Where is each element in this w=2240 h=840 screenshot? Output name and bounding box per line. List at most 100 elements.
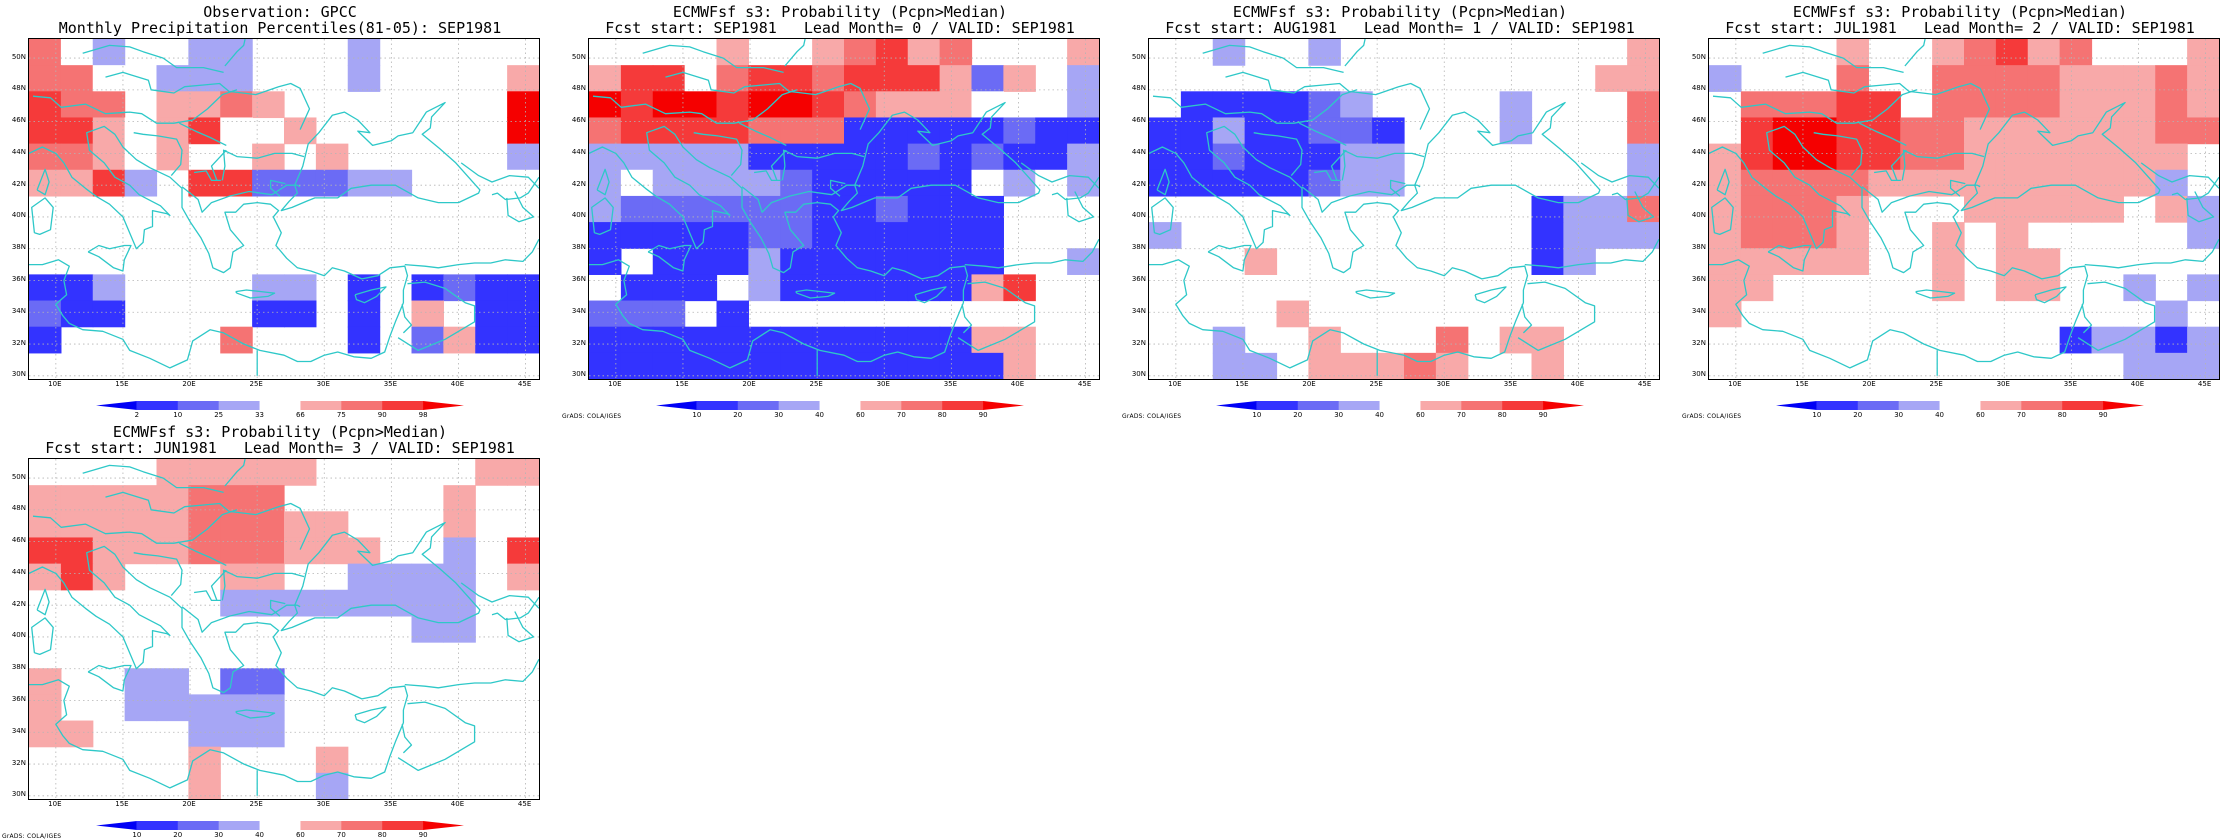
percentile-cell <box>29 511 62 539</box>
latitude-tick-label: 36N <box>1691 274 1706 283</box>
percentile-cell <box>748 274 781 302</box>
percentile-cell <box>156 459 189 486</box>
colorbar-segment <box>1816 401 1859 410</box>
percentile-cell <box>875 195 909 223</box>
percentile-cell <box>1836 91 1869 119</box>
latitude-tick-label: 30N <box>1691 370 1706 379</box>
percentile-cell <box>716 143 749 171</box>
coastline <box>2171 176 2219 201</box>
latitude-tick-label: 44N <box>11 147 26 156</box>
longitude-tick-label: 25E <box>1929 380 1943 388</box>
percentile-cell <box>1709 274 1742 302</box>
percentile-cell <box>939 195 973 223</box>
percentile-cell <box>507 326 539 354</box>
longitude-tick-label: 25E <box>249 380 263 388</box>
percentile-cell <box>812 39 845 66</box>
colorbar-segment <box>136 821 179 830</box>
colorbar-label: 90 <box>2098 411 2108 419</box>
percentile-cell <box>1595 222 1628 249</box>
percentile-cell <box>1308 352 1341 379</box>
percentile-cell <box>188 65 221 92</box>
coastline <box>914 286 947 304</box>
percentile-cell <box>2091 65 2124 92</box>
colorbar-label: 20 <box>1293 411 1303 419</box>
percentile-cell <box>156 65 189 92</box>
percentile-cell <box>507 563 539 591</box>
colorbar-segment <box>177 821 220 830</box>
coastline <box>1861 184 1978 213</box>
latitude-tick-label: 34N <box>571 306 586 315</box>
percentile-cell <box>124 143 158 171</box>
latitude-tick-label: 50N <box>11 472 26 481</box>
percentile-cell <box>1595 195 1628 223</box>
percentile-cell <box>2155 195 2188 223</box>
percentile-cell <box>2155 91 2188 119</box>
percentile-cell <box>971 352 1004 379</box>
percentile-cell <box>1067 143 1099 171</box>
coastline <box>1299 122 1347 146</box>
coastline <box>1767 244 1812 272</box>
coastline <box>297 184 301 188</box>
panel-subtitle: Fcst start: AUG1981 Lead Month= 1 / VALI… <box>1165 19 1635 37</box>
colorbar-segment <box>136 401 179 410</box>
colorbar-label: 70 <box>1456 411 1466 419</box>
percentile-cell <box>971 274 1004 302</box>
latitude-tick-label: 48N <box>1131 84 1146 93</box>
longitude-tick-label: 10E <box>1728 380 1742 388</box>
longitude-tick-label: 35E <box>943 380 958 388</box>
coastline <box>105 71 311 130</box>
latitude-tick-label: 38N <box>1691 243 1706 252</box>
percentile-cell <box>684 248 718 275</box>
latitude-tick-label: 46N <box>11 116 26 125</box>
percentile-cell <box>844 65 877 92</box>
colorbar-segment <box>218 401 261 410</box>
latitude-tick-label: 36N <box>1131 274 1146 283</box>
colorbar-label: 60 <box>855 411 865 419</box>
colorbar-segment <box>423 401 464 410</box>
colorbar-label: 80 <box>1497 411 1507 419</box>
colorbar <box>1216 401 1584 410</box>
map-frame <box>1148 38 1660 380</box>
percentile-cell <box>2187 65 2219 92</box>
percentile-cell <box>2123 169 2156 197</box>
coastline <box>82 464 224 494</box>
colorbar-segment <box>1980 401 2022 410</box>
percentile-cell <box>188 39 221 66</box>
percentile-cell <box>1180 169 1214 197</box>
latitude-tick-label: 42N <box>1131 179 1146 188</box>
coastline <box>1341 149 1425 181</box>
map-panel-1: Observation: GPCC Monthly Precipitation P… <box>0 0 560 420</box>
coastline <box>1611 176 1659 201</box>
percentile-cell <box>748 65 781 92</box>
colorbar-label: 40 <box>255 831 264 839</box>
colorbar-segment <box>300 401 342 410</box>
percentile-cell <box>1995 143 2029 171</box>
percentile-cell <box>475 326 508 354</box>
percentile-cell <box>29 91 62 119</box>
percentile-cell <box>2059 326 2093 354</box>
latitude-tick-label: 48N <box>1691 84 1706 93</box>
colorbar-label: 60 <box>1415 411 1425 419</box>
colorbar-label: 70 <box>2016 411 2026 419</box>
coastline <box>795 289 836 299</box>
coastline <box>1960 101 2161 212</box>
latitude-tick-label: 34N <box>11 306 26 315</box>
map-panel-2: ECMWFsf s3: Probability (Pcpn>Median) Fcs… <box>560 0 1120 420</box>
coastline <box>36 168 50 196</box>
percentile-cell <box>844 143 877 171</box>
percentile-cell <box>780 352 813 379</box>
coastline <box>397 281 476 352</box>
colorbar-label: 10 <box>1252 411 1262 419</box>
percentile-cell <box>411 300 444 328</box>
percentile-cell <box>2027 91 2061 119</box>
coastline <box>1151 197 1174 236</box>
percentile-cell <box>1740 248 1774 275</box>
coastline <box>1301 184 1418 213</box>
coastline <box>1626 191 1655 223</box>
coastline <box>741 184 858 213</box>
coastline <box>87 244 132 272</box>
panel-subtitle: Fcst start: JUN1981 Lead Month= 3 / VALI… <box>45 439 515 457</box>
latitude-tick-label: 50N <box>11 52 26 61</box>
percentile-cell <box>1499 91 1533 119</box>
